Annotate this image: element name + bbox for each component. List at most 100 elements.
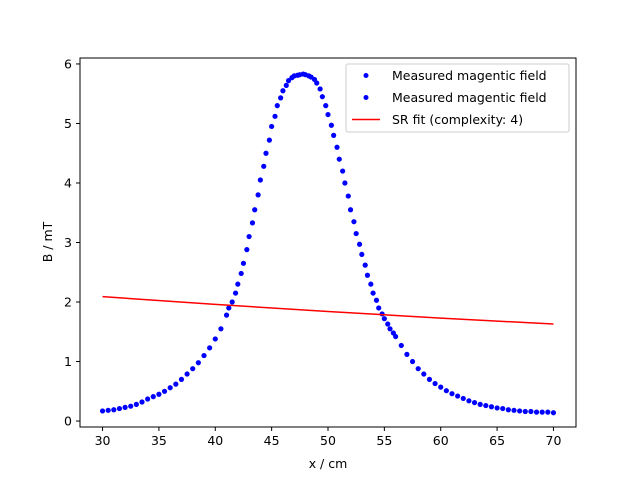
- data-point-series-2: [328, 122, 334, 128]
- data-point-series-2: [340, 168, 346, 174]
- data-point-series-1: [342, 180, 348, 186]
- data-point-series-2: [150, 394, 156, 400]
- data-point-series-2: [317, 86, 323, 92]
- data-point-series-1: [331, 132, 337, 138]
- data-point-series-2: [139, 399, 145, 405]
- data-point-series-1: [145, 396, 151, 402]
- data-point-series-1: [376, 305, 382, 311]
- legend: Measured magentic field Measured magenti…: [345, 63, 570, 133]
- y-tick-label: 5: [64, 116, 72, 131]
- data-point-series-1: [156, 391, 162, 397]
- legend-box: [345, 63, 570, 133]
- x-tick-label: 30: [95, 433, 111, 448]
- data-point-series-2: [232, 290, 239, 296]
- data-point-series-2: [351, 219, 357, 225]
- x-tick-label: 45: [264, 433, 280, 448]
- data-point-series-2: [334, 144, 340, 150]
- data-point-series-2: [173, 381, 179, 387]
- x-tick-label: 50: [320, 433, 336, 448]
- x-tick-label: 40: [207, 433, 223, 448]
- data-point-series-2: [249, 220, 256, 226]
- legend-label-series-1: Measured magentic field: [392, 68, 547, 83]
- data-point-series-2: [385, 321, 391, 327]
- data-point-series-2: [368, 281, 374, 287]
- data-point-series-2: [362, 262, 368, 268]
- data-point-series-1: [212, 336, 218, 342]
- data-point-series-2: [522, 408, 528, 415]
- data-point-series-2: [272, 113, 278, 119]
- data-point-series-1: [336, 156, 342, 162]
- legend-marker-series-2: [363, 95, 369, 100]
- data-point-series-1: [111, 407, 117, 413]
- data-point-series-1: [460, 395, 466, 402]
- data-point-series-1: [319, 94, 325, 100]
- series-line-3: [102, 295, 554, 325]
- legend-marker-series-1: [363, 73, 369, 78]
- data-point-series-2: [207, 345, 213, 351]
- data-point-series-1: [370, 290, 376, 296]
- data-point-series-1: [404, 351, 410, 357]
- plot-area: [99, 71, 557, 416]
- data-point-series-1: [387, 326, 393, 332]
- data-point-series-2: [278, 95, 284, 101]
- data-point-series-1: [257, 177, 263, 183]
- data-point-series-2: [266, 137, 272, 143]
- data-point-series-2: [283, 82, 289, 88]
- data-point-series-1: [229, 299, 235, 305]
- data-point-series-1: [483, 402, 489, 409]
- data-point-series-2: [421, 371, 427, 377]
- data-point-series-2: [345, 193, 351, 199]
- data-point-series-2: [195, 360, 201, 366]
- data-point-series-2: [511, 407, 517, 413]
- x-tick-label: 35: [151, 433, 167, 448]
- data-point-series-1: [263, 150, 269, 156]
- data-point-series-1: [415, 366, 421, 372]
- data-point-series-1: [505, 407, 511, 413]
- data-point-series-1: [517, 408, 523, 414]
- data-point-series-1: [99, 408, 106, 414]
- data-point-series-1: [235, 281, 241, 287]
- data-point-series-2: [477, 401, 483, 407]
- data-point-series-1: [122, 404, 128, 410]
- data-point-series-2: [105, 407, 111, 413]
- y-tick-label: 4: [64, 175, 72, 190]
- data-point-series-2: [255, 192, 261, 198]
- data-point-series-1: [539, 409, 545, 415]
- data-point-series-1: [359, 251, 365, 258]
- data-point-series-1: [353, 230, 359, 237]
- y-tick-label: 1: [64, 354, 72, 369]
- data-point-series-1: [167, 385, 173, 391]
- data-point-series-1: [178, 376, 185, 382]
- data-point-series-2: [356, 241, 363, 247]
- data-point-series-2: [261, 163, 267, 169]
- x-tick-label: 55: [376, 433, 392, 448]
- data-point-series-2: [500, 405, 506, 412]
- y-axis-label: B / mT: [40, 221, 55, 262]
- data-point-series-2: [432, 380, 438, 387]
- data-point-series-1: [364, 272, 371, 278]
- data-point-series-2: [455, 393, 461, 399]
- data-point-series-2: [218, 326, 224, 332]
- y-tick-label: 2: [64, 295, 72, 310]
- y-axis: 0 1 2 3 4 5 6: [64, 56, 80, 429]
- data-point-series-1: [449, 391, 455, 397]
- legend-label-series-2: Measured magentic field: [392, 90, 547, 105]
- data-point-series-2: [128, 403, 134, 409]
- data-point-series-2: [466, 398, 472, 404]
- data-point-series-2: [373, 297, 380, 303]
- data-point-series-1: [190, 366, 196, 372]
- data-point-series-1: [528, 408, 534, 415]
- data-point-series-1: [285, 78, 292, 84]
- data-point-series-1: [223, 312, 230, 318]
- data-point-series-2: [390, 330, 396, 336]
- data-point-series-1: [550, 410, 557, 416]
- data-point-series-2: [311, 76, 318, 83]
- data-point-series-1: [133, 401, 139, 407]
- data-point-series-1: [269, 123, 275, 130]
- y-tick-label: 0: [64, 414, 72, 429]
- data-point-series-2: [238, 270, 244, 277]
- data-point-series-1: [325, 111, 331, 118]
- legend-label-series-3: SR fit (complexity: 4): [392, 112, 523, 127]
- data-point-series-2: [116, 405, 123, 412]
